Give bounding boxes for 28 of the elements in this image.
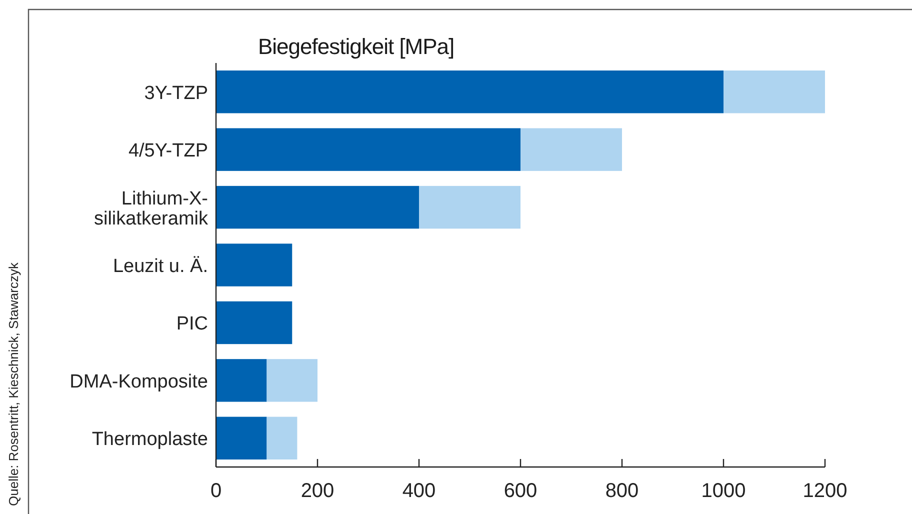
bar bbox=[216, 301, 292, 344]
bar bbox=[216, 244, 292, 286]
y-tick-label: Lithium-X- silikatkeramik bbox=[94, 188, 208, 230]
bar bbox=[419, 186, 520, 229]
bar bbox=[724, 70, 825, 114]
source-note: Quelle: Rosentritt, Kieschnick, Stawarczyk bbox=[6, 262, 21, 506]
x-tick-label: 1200 bbox=[802, 480, 848, 502]
bar bbox=[216, 70, 724, 114]
bar bbox=[520, 128, 622, 171]
y-tick-label: DMA-Komposite bbox=[70, 371, 208, 392]
bar bbox=[266, 416, 298, 460]
x-tick-label: 600 bbox=[504, 480, 538, 502]
bar bbox=[216, 416, 267, 460]
chart-title: Biegefestigkeit [MPa] bbox=[258, 34, 454, 59]
x-tick-label: 800 bbox=[605, 480, 639, 502]
y-tick-label: PIC bbox=[176, 314, 208, 335]
y-tick-label: Thermoplaste bbox=[92, 429, 208, 450]
y-tick-label: 3Y-TZP bbox=[144, 82, 208, 104]
y-tick-label: 4/5Y-TZP bbox=[128, 140, 208, 162]
bar bbox=[266, 359, 318, 402]
bar bbox=[216, 359, 267, 402]
x-tick-label: 400 bbox=[402, 480, 436, 502]
x-tick-label: 0 bbox=[210, 480, 222, 502]
bar bbox=[216, 128, 520, 171]
x-tick-label: 1000 bbox=[701, 480, 746, 502]
bar bbox=[216, 186, 419, 229]
y-tick-label: Leuzit u. Ä. bbox=[112, 256, 208, 277]
x-tick-label: 200 bbox=[300, 480, 334, 502]
